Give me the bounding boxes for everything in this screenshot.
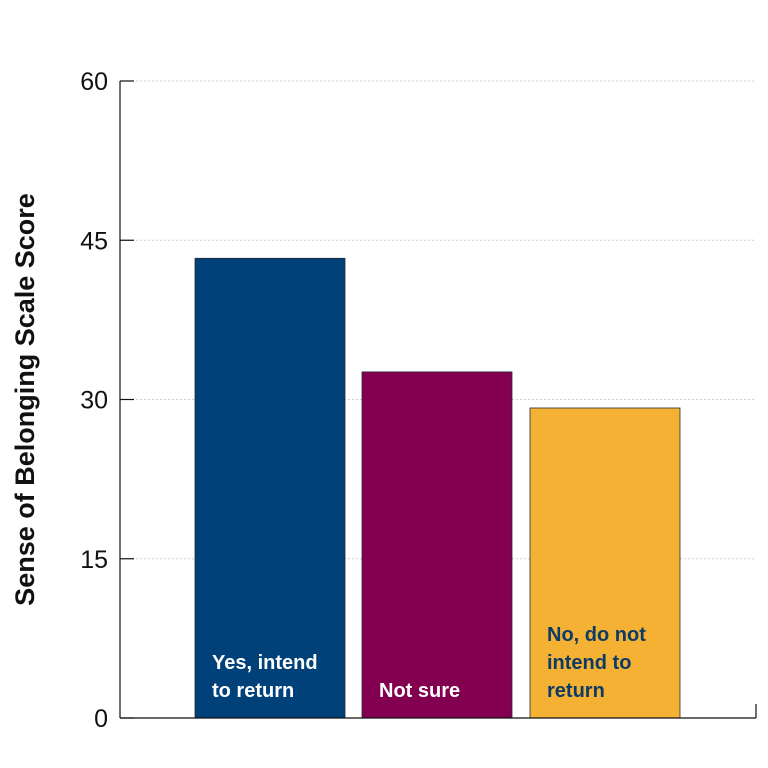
bar [194,257,346,719]
bar-label: to return [212,680,294,702]
y-ticks: 0 15 30 45 60 [80,68,134,733]
bar-label: intend to [547,652,631,674]
bar-label: return [547,680,605,702]
y-tick-label: 0 [94,705,108,733]
bar-label: Not sure [379,680,460,702]
y-tick-label: 30 [80,387,108,415]
y-tick-label: 45 [80,227,108,255]
bar [361,371,513,719]
y-tick-label: 15 [80,546,108,574]
y-axis-title: Sense of Belonging Scale Score [10,193,40,606]
y-tick-label: 60 [80,68,108,96]
bar-labels: Yes, intend to return Not sure No, do not in… [212,624,646,702]
bar-label: Yes, intend [212,652,318,674]
bar-label: No, do not [547,624,646,646]
bar [529,407,681,719]
bars [194,257,681,719]
